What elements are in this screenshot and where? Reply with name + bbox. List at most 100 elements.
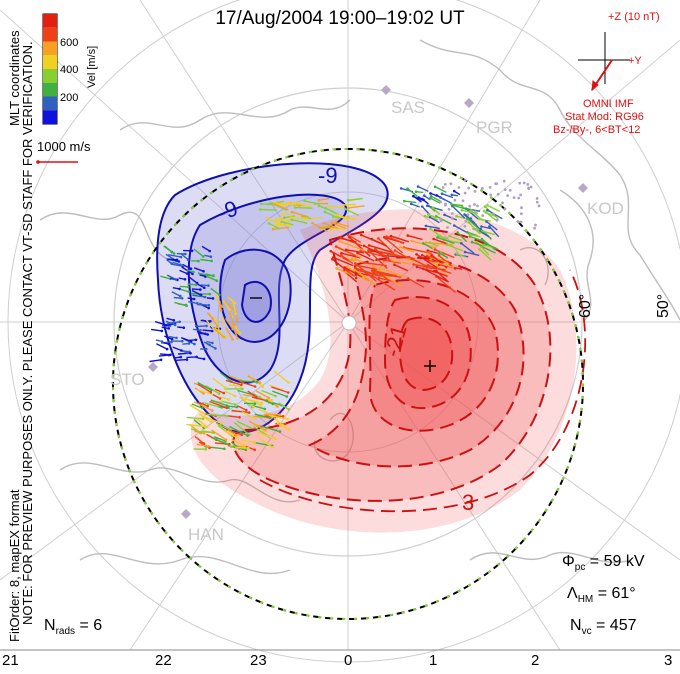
scatter-point [463, 179, 467, 182]
velocity-vector-origin [343, 266, 347, 269]
scatter-point [466, 213, 470, 217]
velocity-vector-origin [270, 445, 274, 449]
velocity-vector [220, 400, 236, 406]
velocity-vector-origin [222, 391, 226, 395]
velocity-vector-origin [174, 278, 178, 281]
velocity-vector-origin [177, 260, 181, 263]
velocity-vector [237, 405, 247, 411]
velocity-vector-origin [378, 266, 382, 270]
velocity-vector-origin [456, 231, 459, 234]
velocity-vector-origin [220, 305, 224, 308]
velocity-vector-origin [455, 214, 458, 218]
velocity-vector-origin [255, 395, 258, 399]
velocity-vector-origin [189, 351, 192, 355]
velocity-vector [438, 252, 449, 259]
scatter-point [501, 201, 504, 205]
velocity-vector-origin [203, 286, 206, 290]
velocity-vector-origin [233, 403, 237, 406]
velocity-vector [176, 358, 188, 361]
scatter-point [534, 223, 537, 227]
velocity-vector [340, 254, 354, 265]
velocity-vector [187, 283, 197, 286]
velocity-vector [225, 379, 242, 386]
velocity-vector [168, 254, 182, 258]
velocity-vector [346, 249, 365, 254]
velocity-vector [273, 417, 284, 426]
velocity-vector-origin [436, 261, 439, 265]
velocity-vector-origin [231, 327, 234, 331]
velocity-vector [297, 202, 313, 208]
velocity-vector [441, 193, 454, 199]
velocity-vector [485, 220, 498, 231]
velocity-vector [421, 206, 431, 215]
velocity-vector-origin [317, 198, 321, 202]
velocity-vector [422, 268, 448, 283]
velocity-vector [451, 205, 466, 219]
velocity-vector-origin [482, 209, 486, 213]
velocity-vector [291, 211, 309, 218]
velocity-vector [345, 208, 360, 217]
velocity-vector-origin [204, 447, 208, 451]
velocity-vector-origin [429, 192, 432, 195]
velocity-vector [200, 284, 209, 287]
velocity-vector-origin [211, 317, 214, 320]
velocity-vector-origin [485, 220, 488, 223]
velocity-vector [479, 230, 490, 238]
velocity-vector [434, 248, 455, 259]
velocity-vector-origin [178, 287, 181, 291]
velocity-vector-origin [329, 228, 333, 231]
velocity-vector-origin [422, 267, 425, 271]
velocity-vector-origin [180, 297, 184, 300]
velocity-vector-origin [420, 254, 424, 257]
velocity-vector-origin [234, 312, 237, 316]
velocity-vector-origin [270, 398, 274, 402]
velocity-vector-origin [277, 217, 280, 220]
velocity-vector-origin [230, 445, 233, 449]
velocity-vector [194, 435, 205, 445]
velocity-vector [210, 287, 220, 296]
velocity-vector-origin [243, 444, 247, 447]
velocity-vector-origin [167, 327, 170, 330]
velocity-vector-origin [253, 448, 257, 452]
velocity-vector [469, 235, 486, 243]
velocity-vector-origin [169, 353, 172, 357]
velocity-vector [241, 439, 255, 443]
station-label-sto: STO [110, 370, 145, 389]
velocity-vector [478, 218, 491, 222]
velocity-vector-origin [247, 411, 251, 414]
velocity-vector-origin [436, 236, 439, 239]
velocity-vector-origin [472, 227, 475, 230]
velocity-vector [247, 390, 257, 398]
velocity-vector-origin [211, 341, 214, 345]
velocity-vector-origin [172, 252, 176, 255]
velocity-vector [228, 384, 241, 387]
velocity-vector [197, 272, 207, 276]
velocity-vector [357, 269, 380, 277]
velocity-vector [239, 380, 258, 383]
velocity-vector [446, 244, 464, 252]
velocity-vector-origin [265, 216, 269, 220]
velocity-vector [224, 317, 234, 330]
velocity-vector-origin [223, 386, 227, 390]
scatter-point [481, 186, 484, 190]
velocity-vector-origin [311, 221, 314, 225]
velocity-vector [236, 420, 251, 429]
colorbar-tick-label: 400 [60, 64, 79, 76]
velocity-vector [232, 444, 246, 448]
velocity-vector-origin [263, 428, 266, 432]
velocity-vector [391, 259, 411, 265]
velocity-vector-origin [249, 426, 252, 430]
velocity-vector [194, 325, 207, 328]
velocity-vector [354, 269, 369, 280]
velocity-vector [437, 262, 455, 269]
velocity-vector [222, 299, 231, 311]
velocity-vector-origin [187, 342, 191, 345]
velocity-vector-origin [201, 417, 205, 421]
velocity-vector-origin [377, 237, 380, 240]
velocity-vector-origin [207, 284, 210, 287]
velocity-vector [457, 231, 468, 243]
velocity-vector-origin [236, 337, 239, 340]
velocity-vector-origin [276, 405, 279, 408]
velocity-vector [318, 197, 330, 201]
velocity-vector [219, 371, 232, 383]
